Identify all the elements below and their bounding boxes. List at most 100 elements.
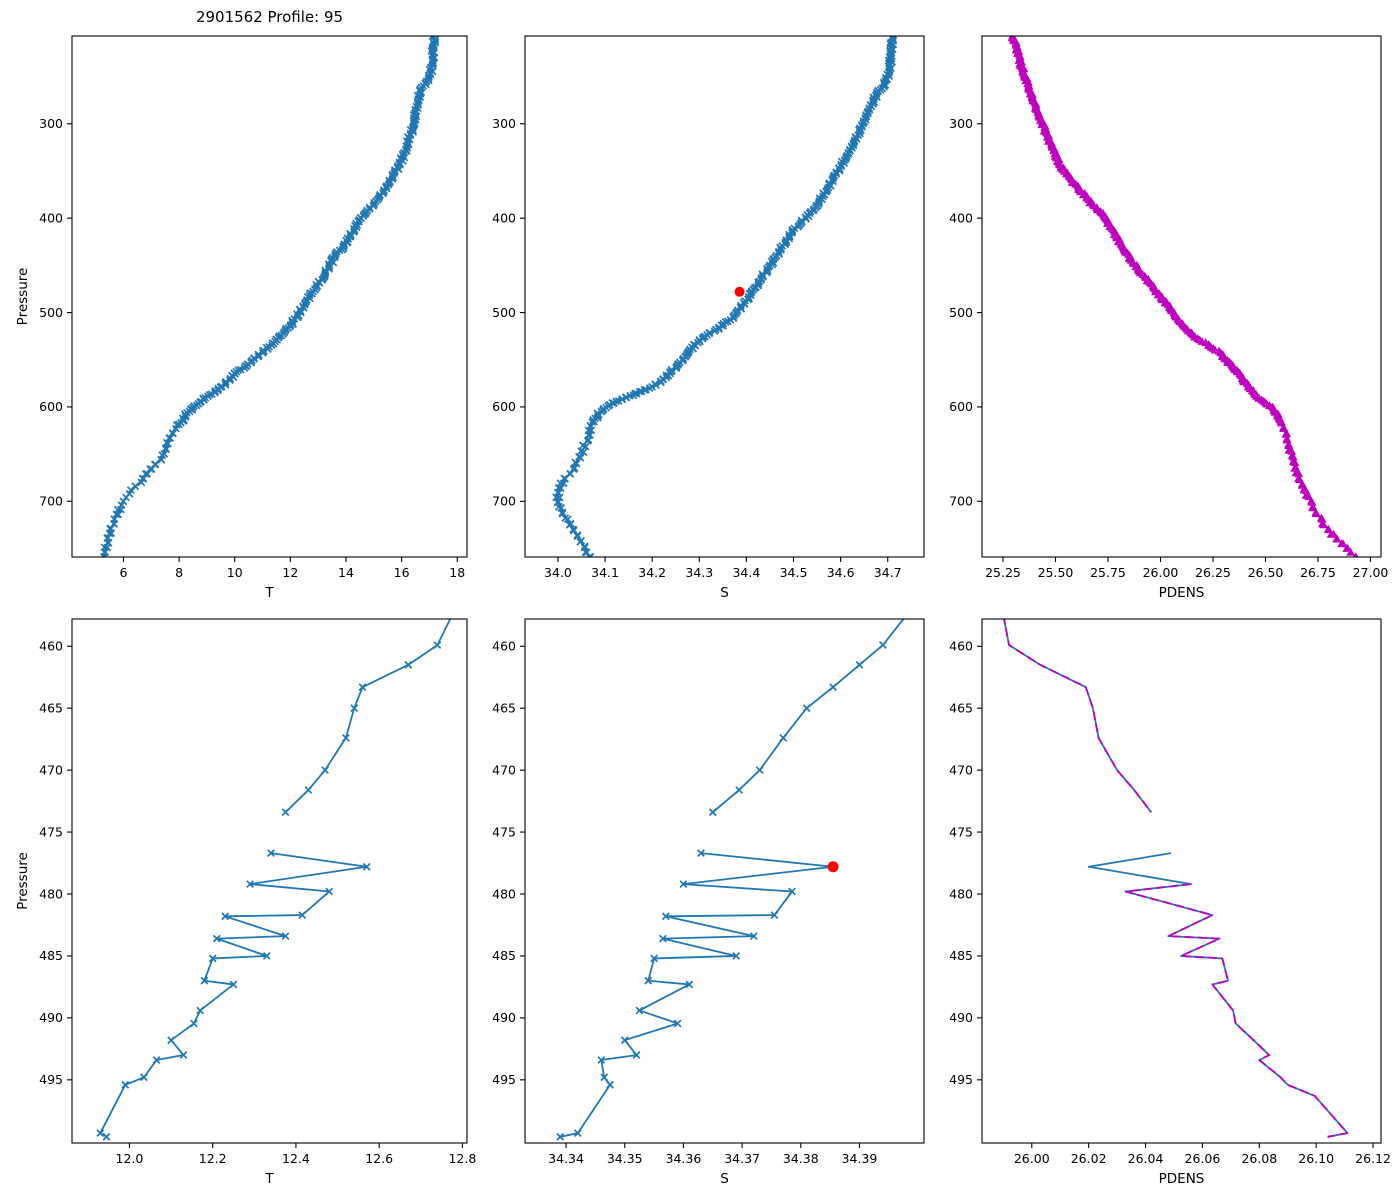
svg-text:400: 400: [949, 210, 973, 225]
y-axis-temperature-zoom: 460 465 470 475 480 485 490 495: [39, 639, 72, 1087]
svg-text:470: 470: [492, 762, 516, 777]
series-line-temperature-zoom-0: [99, 619, 452, 1138]
figure-title: 2901562 Profile: 95: [195, 8, 344, 26]
svg-text:600: 600: [39, 399, 63, 414]
svg-text:16: 16: [394, 565, 410, 580]
plot-pdens-full: 25.25 25.50 25.75 26.00 26.25 26.50 26.75 27.00…: [949, 35, 1388, 601]
x-label-salinity-zoom: S: [720, 1171, 729, 1187]
svg-text:700: 700: [39, 494, 63, 509]
svg-text:460: 460: [39, 639, 63, 654]
x-label-temperature-full: T: [264, 585, 274, 601]
svg-text:12.2: 12.2: [199, 1151, 227, 1166]
svg-text:25.50: 25.50: [1038, 565, 1074, 580]
series-line-salinity-full-0: [557, 36, 894, 557]
y-axis-temperature-full: 300 400 500 600 700: [39, 116, 72, 509]
x-axis-salinity-zoom: 34.34 34.35 34.36 34.37 34.38 34.39: [548, 1143, 877, 1166]
svg-text:500: 500: [39, 305, 63, 320]
svg-text:26.75: 26.75: [1300, 565, 1336, 580]
svg-text:465: 465: [39, 700, 63, 715]
x-label-pdens-full: PDENS: [1159, 585, 1205, 601]
svg-text:34.5: 34.5: [780, 565, 808, 580]
svg-text:26.50: 26.50: [1248, 565, 1284, 580]
svg-text:34.6: 34.6: [827, 565, 855, 580]
svg-text:485: 485: [949, 948, 973, 963]
series-line-pdens-full-0: [1012, 36, 1357, 557]
svg-text:34.38: 34.38: [783, 1151, 819, 1166]
svg-text:34.37: 34.37: [724, 1151, 760, 1166]
plot-area-temperature-zoom: [96, 619, 455, 1141]
svg-text:495: 495: [492, 1072, 516, 1087]
svg-text:34.36: 34.36: [666, 1151, 702, 1166]
series-markers-salinity-full-0: [552, 36, 898, 557]
y-axis-salinity-zoom: 460 465 470 475 480 485 490 495: [492, 639, 525, 1087]
svg-text:26.00: 26.00: [1014, 1151, 1050, 1166]
svg-text:12.4: 12.4: [282, 1151, 310, 1166]
svg-text:26.04: 26.04: [1128, 1151, 1164, 1166]
svg-text:26.06: 26.06: [1185, 1151, 1221, 1166]
svg-text:460: 460: [949, 639, 973, 654]
y-axis-pdens-full: 300 400 500 600 700: [949, 116, 982, 509]
svg-text:12.6: 12.6: [365, 1151, 393, 1166]
axes-frame-pdens-zoom: [981, 618, 1382, 1144]
y-axis-salinity-full: 300 400 500 600 700: [492, 116, 525, 509]
svg-text:400: 400: [492, 210, 516, 225]
svg-text:600: 600: [492, 399, 516, 414]
svg-text:460: 460: [492, 639, 516, 654]
series-line-pdens-zoom-1: [1003, 619, 1349, 1138]
svg-text:700: 700: [492, 494, 516, 509]
svg-text:26.08: 26.08: [1241, 1151, 1277, 1166]
svg-text:12.8: 12.8: [448, 1151, 476, 1166]
svg-text:700: 700: [949, 494, 973, 509]
svg-text:485: 485: [39, 948, 63, 963]
x-axis-pdens-full: 25.25 25.50 25.75 26.00 26.25 26.50 26.75 27.00: [985, 557, 1388, 580]
series-markers-temperature-zoom-0: [96, 619, 455, 1141]
series-line-salinity-zoom-0: [560, 619, 905, 1138]
x-axis-temperature-zoom: 12.0 12.2 12.4 12.6 12.8: [116, 1143, 476, 1166]
svg-text:34.4: 34.4: [732, 565, 760, 580]
plot-pdens-zoom: 26.00 26.02 26.04 26.06 26.08 26.10 26.1246046…: [949, 618, 1391, 1187]
plot-temperature-full: 6 8 10 12 14 16 18 300 400 500 600 700 T Pressure: [15, 35, 468, 601]
svg-text:300: 300: [492, 116, 516, 131]
svg-text:26.00: 26.00: [1143, 565, 1179, 580]
plot-area-salinity-full: [552, 36, 898, 557]
svg-text:18: 18: [449, 565, 465, 580]
svg-text:26.10: 26.10: [1298, 1151, 1334, 1166]
svg-text:465: 465: [492, 700, 516, 715]
svg-text:34.1: 34.1: [591, 565, 619, 580]
series-line-pdens-full-1: [1012, 36, 1357, 557]
y-label-temperature-zoom: Pressure: [15, 852, 31, 910]
x-axis-salinity-full: 34.0 34.1 34.2 34.3 34.4 34.5 34.6 34.7: [544, 557, 902, 580]
svg-text:490: 490: [949, 1010, 973, 1025]
svg-text:480: 480: [949, 886, 973, 901]
axes-frame-pdens-full: [981, 35, 1382, 558]
plot-salinity-zoom: 34.34 34.35 34.36 34.37 34.38 34.394604654704…: [492, 618, 925, 1187]
svg-text:475: 475: [39, 824, 63, 839]
svg-text:8: 8: [175, 565, 183, 580]
plot-area-pdens-full: [1007, 36, 1359, 557]
svg-text:26.12: 26.12: [1355, 1151, 1391, 1166]
svg-text:6: 6: [119, 565, 127, 580]
svg-text:10: 10: [227, 565, 243, 580]
plot-area-pdens-zoom: [1003, 619, 1349, 1138]
series-markers-pdens-full-1: [1007, 36, 1359, 557]
plot-temperature-zoom: 12.0 12.2 12.4 12.6 12.8 460 465 470 475 480 485 49…: [15, 618, 476, 1187]
svg-text:500: 500: [492, 305, 516, 320]
plot-area-temperature-full: [100, 36, 440, 557]
svg-text:25.25: 25.25: [985, 565, 1021, 580]
flagged-point-salinity-zoom: [827, 861, 839, 873]
svg-text:475: 475: [949, 824, 973, 839]
svg-text:14: 14: [338, 565, 354, 580]
y-label-temperature-full: Pressure: [15, 268, 31, 326]
svg-text:34.7: 34.7: [874, 565, 902, 580]
x-axis-pdens-zoom: 26.00 26.02 26.04 26.06 26.08 26.10 26.12: [1014, 1143, 1391, 1166]
svg-text:34.2: 34.2: [638, 565, 666, 580]
svg-text:12.0: 12.0: [116, 1151, 144, 1166]
series-markers-temperature-full-0: [100, 36, 440, 557]
svg-text:480: 480: [39, 886, 63, 901]
svg-text:470: 470: [39, 762, 63, 777]
axes-frame-temperature-zoom: [71, 618, 468, 1144]
series-markers-salinity-zoom-0: [556, 619, 910, 1141]
svg-text:27.00: 27.00: [1353, 565, 1389, 580]
